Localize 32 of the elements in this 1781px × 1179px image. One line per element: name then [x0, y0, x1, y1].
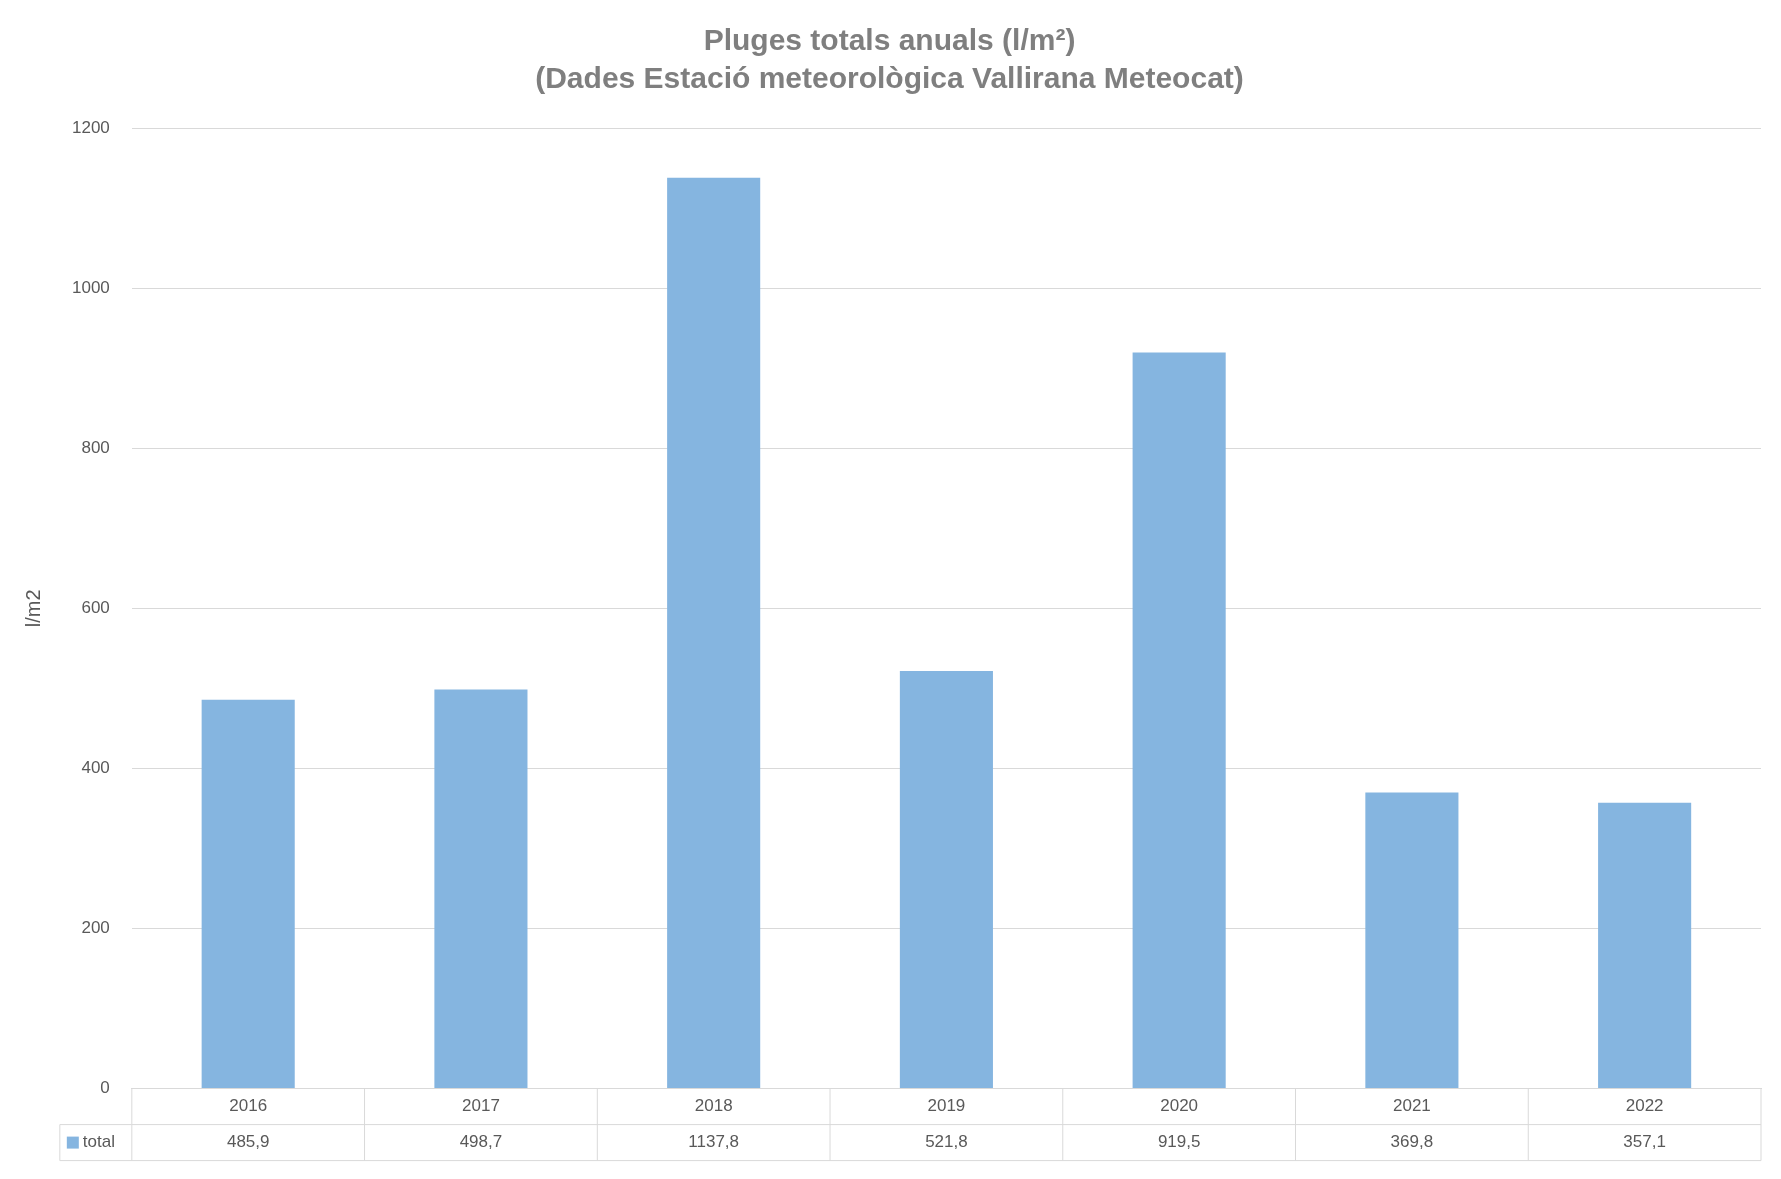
- data-label: 369,8: [1390, 1132, 1434, 1152]
- y-tick-label: 600: [81, 597, 110, 617]
- chart-title: Pluges totals anuals (l/m²): [703, 23, 1076, 57]
- data-label: 521,8: [925, 1132, 968, 1152]
- bar: [899, 670, 993, 1089]
- bar: [201, 699, 295, 1089]
- data-label: 1137,8: [688, 1132, 740, 1152]
- x-tick-label: 2021: [1392, 1096, 1431, 1116]
- x-tick-label: 2022: [1625, 1096, 1664, 1116]
- x-tick-label: 2019: [927, 1096, 966, 1116]
- y-tick-label: 0: [100, 1078, 110, 1098]
- y-tick-label: 200: [81, 918, 110, 938]
- x-tick-label: 2018: [694, 1096, 733, 1116]
- x-tick-label: 2020: [1160, 1096, 1199, 1116]
- chart-subtitle: (Dades Estació meteorològica Vallirana Meteocat): [535, 61, 1244, 95]
- y-tick-label: 800: [81, 437, 110, 457]
- y-tick-label: 400: [81, 758, 110, 778]
- x-tick-label: 2016: [229, 1096, 268, 1116]
- bar: [667, 177, 761, 1089]
- bar: [1365, 792, 1459, 1089]
- data-label: 919,5: [1157, 1132, 1201, 1152]
- data-label: 498,7: [459, 1132, 503, 1152]
- bar: [1598, 802, 1692, 1089]
- bar: [434, 689, 528, 1089]
- y-tick-label: 1000: [71, 277, 110, 297]
- legend-label: total: [82, 1132, 115, 1152]
- y-tick-label: 1200: [71, 117, 110, 137]
- x-tick-label: 2017: [462, 1096, 500, 1116]
- data-label: 357,1: [1623, 1132, 1666, 1152]
- data-label: 485,9: [226, 1132, 270, 1152]
- y-axis-title: l/m2: [21, 589, 44, 628]
- bar: [1132, 352, 1226, 1089]
